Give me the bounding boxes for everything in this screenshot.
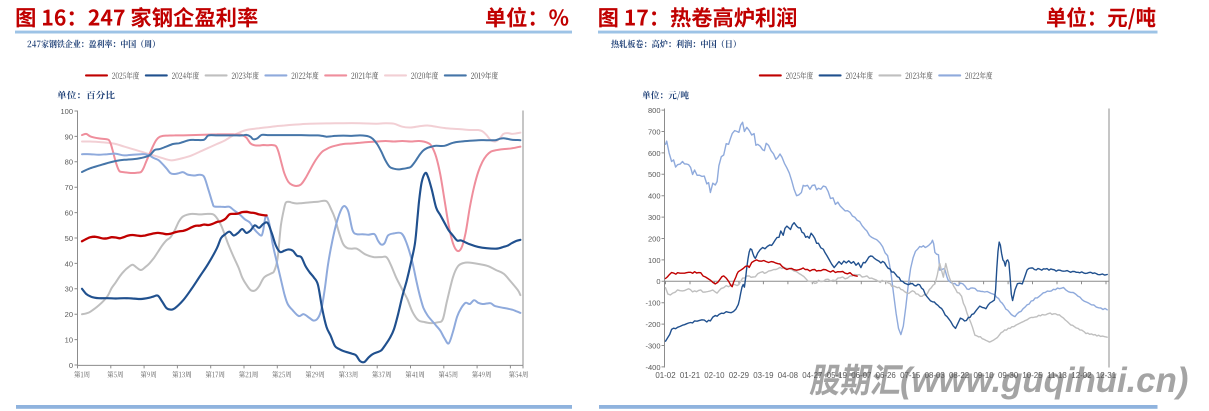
svg-text:30: 30 [65,285,73,294]
svg-text:04-27: 04-27 [802,371,822,380]
svg-text:100: 100 [60,107,73,116]
svg-text:07-15: 07-15 [900,371,921,380]
svg-text:700: 700 [648,127,661,136]
svg-text:10-25: 10-25 [1022,371,1043,380]
svg-text:01-21: 01-21 [680,371,700,380]
svg-text:-100: -100 [645,299,660,308]
svg-text:200: 200 [648,234,661,243]
svg-text:(www.guqihui.cn): (www.guqihui.cn) [900,361,1190,400]
svg-text:40: 40 [65,259,73,268]
svg-text:11-13: 11-13 [1047,371,1067,380]
svg-text:-400: -400 [645,363,660,372]
svg-text:06-26: 06-26 [876,371,897,380]
svg-text:06-07: 06-07 [851,371,871,380]
svg-text:90: 90 [65,132,73,141]
svg-text:10: 10 [65,336,73,345]
svg-text:-200: -200 [645,320,660,329]
svg-text:05-19: 05-19 [827,371,848,380]
svg-text:600: 600 [648,149,661,158]
svg-text:80: 80 [65,158,73,167]
svg-text:0: 0 [69,361,73,370]
svg-text:03-19: 03-19 [753,371,774,380]
svg-text:04-08: 04-08 [778,371,799,380]
svg-text:09-30: 09-30 [998,371,1019,380]
svg-text:02-10: 02-10 [704,371,725,380]
svg-text:12-31: 12-31 [1096,371,1116,380]
svg-text:20: 20 [65,310,73,319]
svg-text:400: 400 [648,192,661,201]
svg-text:100: 100 [648,256,661,265]
svg-text:12-02: 12-02 [1071,371,1091,380]
svg-text:09-10: 09-10 [974,371,995,380]
svg-text:60: 60 [65,209,73,218]
svg-text:70: 70 [65,183,73,192]
svg-text:01-02: 01-02 [655,371,675,380]
svg-text:-300: -300 [645,341,660,350]
svg-text:800: 800 [648,106,661,115]
svg-text:08-22: 08-22 [949,371,969,380]
svg-text:0: 0 [656,277,660,286]
svg-text:50: 50 [65,234,73,243]
svg-text:02-29: 02-29 [729,371,750,380]
svg-text:300: 300 [648,213,661,222]
svg-text:08-03: 08-03 [925,371,946,380]
svg-text:500: 500 [648,170,661,179]
